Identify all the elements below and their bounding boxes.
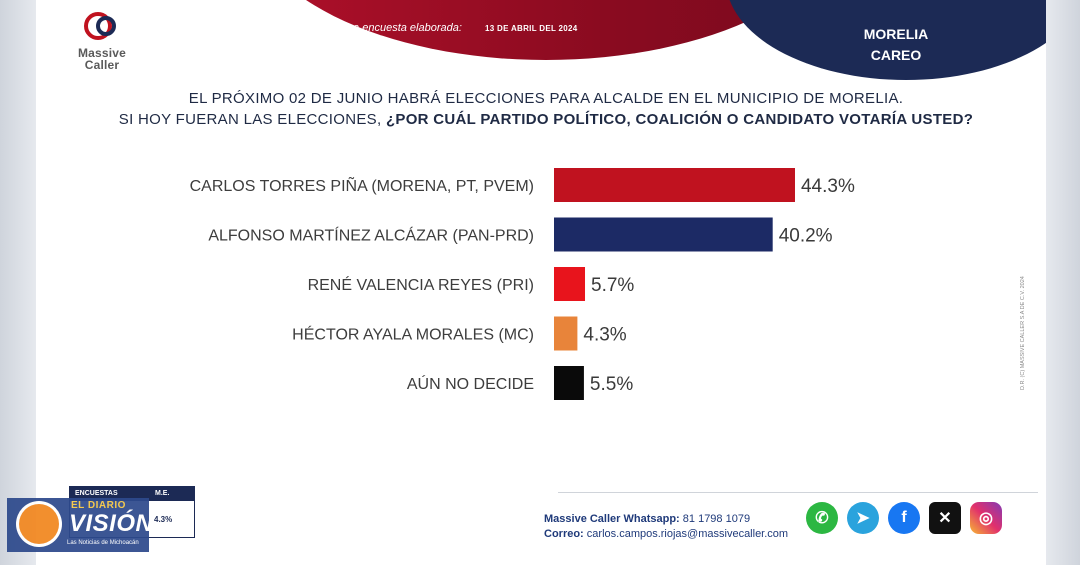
bar [554, 316, 578, 351]
infographic-card: Massive Caller Última encuesta elaborada… [36, 0, 1046, 565]
category-label: ALFONSO MARTÍNEZ ALCÁZAR (PAN-PRD) [208, 226, 534, 245]
email-address[interactable]: carlos.campos.riojas@massivecaller.com [586, 528, 789, 540]
bar [554, 217, 773, 252]
logo-text-2: Caller [84, 58, 120, 72]
right-edge [1046, 0, 1080, 565]
massive-caller-logo: Massive Caller [70, 10, 134, 71]
whatsapp-icon[interactable]: ✆ [806, 502, 838, 534]
city-name: MORELIA [863, 26, 929, 42]
value-label: 4.3% [583, 325, 626, 346]
bar [554, 267, 586, 301]
social-icons: ✆ ➤ f ✕ ◎ [806, 502, 1002, 534]
watermark-main: VISIÓN [69, 510, 154, 537]
city-block: MORELIA CAREO [826, 24, 966, 66]
whatsapp-line: Massive Caller Whatsapp: 81 1798 1079 [544, 512, 788, 527]
email-line: Correo: carlos.campos.riojas@massivecall… [544, 527, 788, 542]
bar-chart: CARLOS TORRES PIÑA (MORENA, PT, PVEM) 44.… [190, 168, 855, 400]
question-line-2: SI HOY FUERAN LAS ELECCIONES, ¿POR CUÁL … [76, 111, 1016, 128]
category-label: RENÉ VALENCIA REYES (PRI) [308, 275, 534, 294]
telegram-icon[interactable]: ➤ [847, 502, 879, 534]
bar [554, 366, 584, 400]
instagram-icon[interactable]: ◎ [970, 502, 1002, 534]
category-label: AÚN NO DECIDE [407, 374, 534, 393]
last-survey-date: 13 DE ABRIL DEL 2024 [484, 24, 578, 33]
left-edge [0, 0, 36, 565]
category-label: HÉCTOR AYALA MORALES (MC) [292, 325, 534, 344]
email-label: Correo: [544, 528, 584, 540]
survey-type: CAREO [870, 47, 922, 63]
x-icon[interactable]: ✕ [929, 502, 961, 534]
watermark-sub: Las Noticias de Michoacán [67, 540, 139, 546]
value-label: 40.2% [779, 226, 833, 247]
facebook-icon[interactable]: f [888, 502, 920, 534]
watermark-logo: EL DIARIO VISIÓN Las Noticias de Michoac… [7, 498, 153, 552]
value-label: 44.3% [801, 176, 855, 197]
last-survey: Última encuesta elaborada: 13 DE ABRIL D… [328, 22, 578, 34]
last-survey-label: Última encuesta elaborada: [328, 22, 462, 34]
logo-mark-icon [84, 12, 116, 40]
contact-info: Massive Caller Whatsapp: 81 1798 1079 Co… [544, 512, 788, 542]
method-table-header: ENCUESTAS M.E. [70, 487, 194, 501]
question-line-2-bold: ¿POR CUÁL PARTIDO POLÍTICO, COALICIÓN O … [385, 111, 974, 128]
category-label: CARLOS TORRES PIÑA (MORENA, PT, PVEM) [190, 175, 534, 195]
margin-of-error: 4.3% [154, 515, 173, 524]
watermark-top: EL DIARIO [71, 500, 126, 511]
value-label: 5.5% [590, 374, 633, 395]
footer-divider [558, 492, 1038, 493]
bar [554, 168, 795, 202]
method-header-2: M.E. [155, 490, 170, 497]
credit-text: D.R. (C) MASSIVE CALLER S.A DE C.V. 2024 [1020, 276, 1026, 390]
question-line-2-plain: SI HOY FUERAN LAS ELECCIONES, [118, 111, 386, 128]
logo-text-1: Massive [77, 46, 127, 60]
whatsapp-label: Massive Caller Whatsapp: [544, 513, 680, 525]
credit-label: D.R. (C) MASSIVE CALLER S.A DE C.V. 2024 [1020, 276, 1026, 390]
method-header-1: ENCUESTAS [75, 490, 118, 497]
question-line-1: EL PRÓXIMO 02 DE JUNIO HABRÁ ELECCIONES … [188, 90, 904, 107]
value-label: 5.7% [591, 275, 634, 296]
method-table-row: 4.3% [70, 501, 194, 524]
watermark-circle-icon [19, 504, 59, 544]
whatsapp-number: 81 1798 1079 [682, 513, 751, 525]
